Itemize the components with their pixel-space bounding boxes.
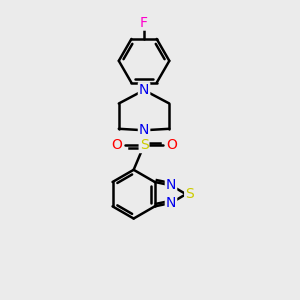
Text: O: O: [166, 138, 177, 152]
Text: N: N: [139, 123, 149, 137]
Text: S: S: [185, 187, 194, 201]
Text: F: F: [140, 16, 148, 30]
Text: O: O: [111, 138, 122, 152]
Text: N: N: [139, 83, 149, 97]
Text: N: N: [166, 178, 176, 192]
Text: N: N: [166, 196, 176, 210]
Text: S: S: [140, 138, 148, 152]
